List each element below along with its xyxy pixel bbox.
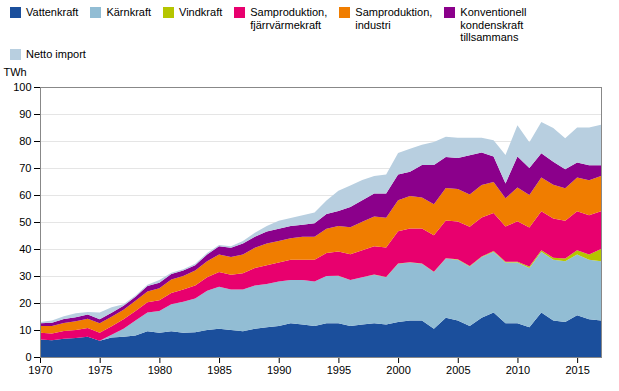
html-text:Konventionell kondenskraft til: Konventionell kondenskraft tillsammans [460,6,527,44]
svg-text:0: 0 [25,351,31,363]
html-text:Samproduktion, industri: Samproduktion, industri [355,6,433,31]
svg-text:2000: 2000 [386,364,410,376]
html-text:Samproduktion, fjärrvärme​kraf: Samproduktion, fjärrvärme​kraft [250,6,328,31]
svg-text:1995: 1995 [327,364,351,376]
svg-text:1990: 1990 [267,364,291,376]
svg-text:10: 10 [19,324,31,336]
svg-text:2005: 2005 [446,364,470,376]
svg-text:50: 50 [19,216,31,228]
svg-text:1985: 1985 [207,364,231,376]
svg-text:1980: 1980 [148,364,172,376]
svg-text:100: 100 [13,81,31,93]
svg-text:2010: 2010 [506,364,530,376]
html-text:Vindkraft: Vindkraft [179,6,223,18]
html-text:Vattenkraft: Vattenkraft [26,6,79,18]
svg-text:60: 60 [19,189,31,201]
svg-text:20: 20 [19,297,31,309]
svg-text:TWh: TWh [4,66,27,78]
html-text:Kärnkraft: Kärnkraft [106,6,151,18]
svg-text:30: 30 [19,270,31,282]
svg-text:1970: 1970 [28,364,52,376]
svg-text:40: 40 [19,243,31,255]
svg-text:70: 70 [19,162,31,174]
svg-text:90: 90 [19,108,31,120]
svg-text:1975: 1975 [88,364,112,376]
html-text:Netto import: Netto import [26,47,86,60]
svg-text:2015: 2015 [565,364,589,376]
svg-text:80: 80 [19,135,31,147]
